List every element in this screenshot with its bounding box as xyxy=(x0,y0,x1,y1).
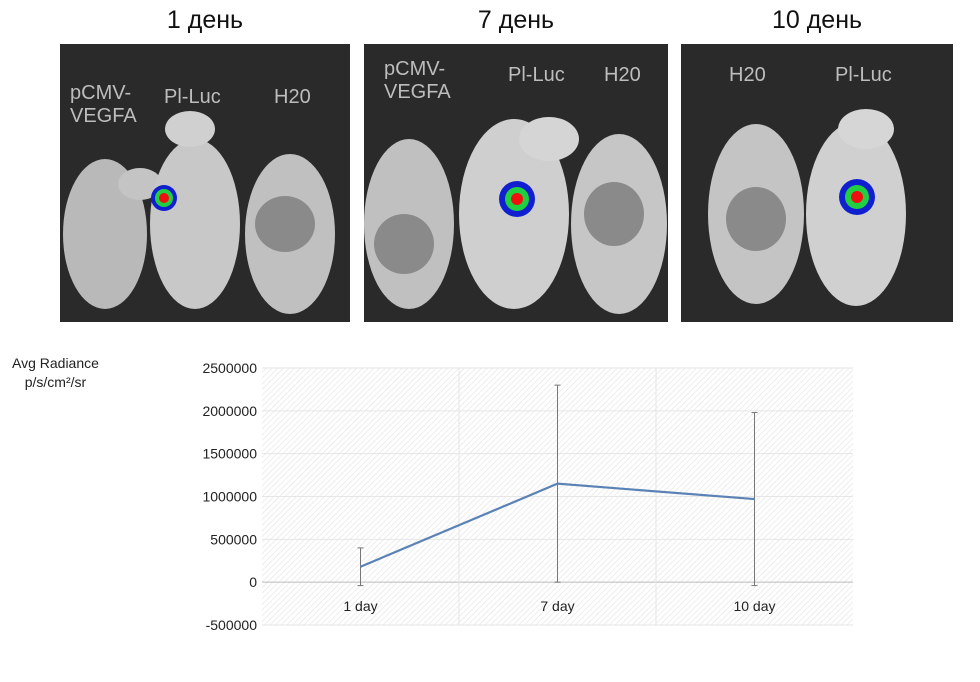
panel-title-1: 1 день xyxy=(166,6,244,34)
label-pl-luc: Pl-Luc xyxy=(164,86,221,108)
y-tick-label: 2000000 xyxy=(202,403,257,419)
data-point xyxy=(754,498,755,500)
y-tick-label: -500000 xyxy=(206,617,258,633)
y-tick-label: 500000 xyxy=(210,531,257,547)
data-point xyxy=(360,566,361,568)
mouse-image-day7: pCMV- VEGFA Pl-Luc H20 xyxy=(364,44,668,322)
y-axis-unit: p/s/cm²/sr xyxy=(24,374,87,390)
label-pl-luc: Pl-Luc xyxy=(508,64,565,86)
y-tick-label: 1500000 xyxy=(202,446,257,462)
y-tick-label: 2500000 xyxy=(202,360,257,376)
label-pcmv-vegfa: pCMV- VEGFA xyxy=(70,82,137,127)
mouse-image-day10: H20 Pl-Luc xyxy=(681,44,953,322)
line-chart: 2500000 2000000 1500000 1000000 500000 0 -5000… xyxy=(202,360,853,633)
x-tick-label: 10 day xyxy=(733,598,775,614)
panel-title-2: 7 день xyxy=(477,6,555,34)
x-tick-label: 7 day xyxy=(540,598,574,614)
y-axis-label: Avg Radiance p/s/cm²/sr xyxy=(12,354,99,392)
y-axis-title: Avg Radiance xyxy=(12,355,99,371)
label-pcmv-vegfa: pCMV- VEGFA xyxy=(384,58,451,103)
label-h20: H20 xyxy=(274,86,311,108)
label-h20: H20 xyxy=(604,64,641,86)
panel-title-3: 10 день xyxy=(771,6,863,34)
x-tick-label: 1 day xyxy=(343,598,377,614)
data-point xyxy=(557,483,558,485)
mouse-image-day1: pCMV- VEGFA Pl-Luc H20 xyxy=(60,44,350,322)
label-pl-luc: Pl-Luc xyxy=(835,64,892,86)
y-tick-label: 1000000 xyxy=(202,489,257,505)
label-h20: H20 xyxy=(729,64,766,86)
y-tick-label: 0 xyxy=(249,574,257,590)
